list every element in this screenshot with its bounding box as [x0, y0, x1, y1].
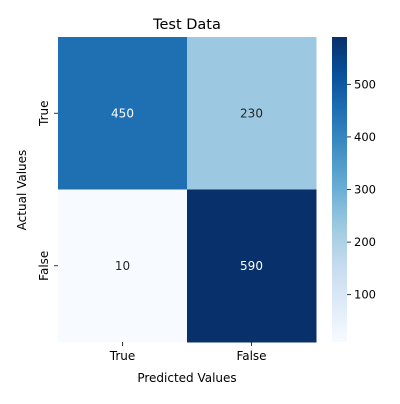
y-axis-label: Actual Values [15, 150, 29, 231]
cell-value-label: 230 [240, 106, 263, 120]
x-axis-label: Predicted Values [137, 371, 236, 385]
x-tick-label: True [109, 349, 136, 363]
heatmap-cell [58, 189, 188, 343]
y-tick-label: False [37, 251, 51, 281]
y-axis: True False [37, 101, 58, 281]
colorbar-tick-label: 200 [354, 235, 376, 249]
colorbar: 100 200 300 400 500 [332, 37, 376, 342]
colorbar-tick-label: 100 [354, 288, 376, 302]
colorbar-tick-label: 300 [354, 183, 376, 197]
heatmap-cell [187, 189, 317, 343]
cell-value-label: 450 [111, 106, 134, 120]
colorbar-gradient [332, 37, 347, 342]
y-tick-label: True [37, 101, 51, 128]
cell-value-label: 10 [115, 259, 130, 273]
heatmap-cell [187, 37, 317, 190]
heatmap-cell [58, 37, 188, 190]
colorbar-tick-label: 500 [354, 77, 376, 91]
colorbar-tick-label: 400 [354, 130, 376, 144]
heatmap-annotations: 450 230 10 590 [111, 106, 263, 273]
chart-title: Test Data [152, 17, 221, 33]
x-axis: True False [109, 342, 267, 363]
x-tick-label: False [236, 349, 266, 363]
cell-value-label: 590 [240, 259, 263, 273]
heatmap-cells [58, 37, 317, 343]
